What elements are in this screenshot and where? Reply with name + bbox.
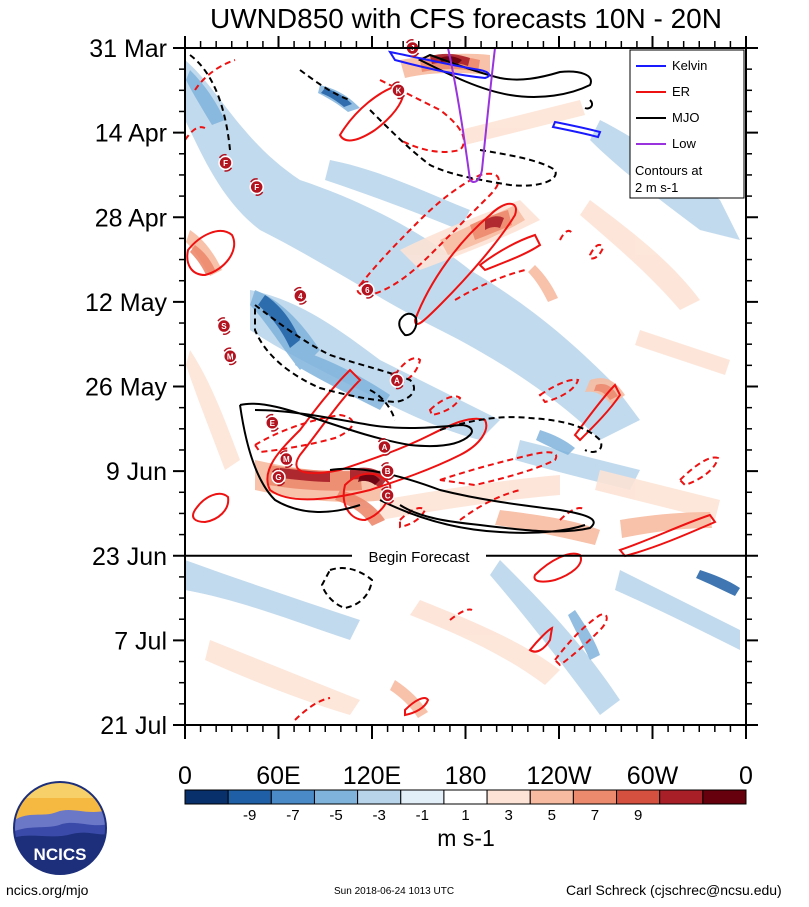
legend-item-label: Kelvin [672,58,707,73]
y-tick-label: 21 Jul [100,712,167,740]
storm-marker-label: 4 [298,292,303,301]
colorbar-label: -3 [373,807,386,824]
forecast-label: Begin Forecast [369,549,471,566]
x-tick-label: 120E [343,762,401,790]
storm-marker-label: M [227,352,234,361]
legend-item-label: ER [672,84,690,99]
x-tick-label: 0 [178,762,192,790]
legend-note-line1: Contours at [635,163,703,178]
x-tick-label: 120W [526,762,592,790]
colorbar-segment [486,789,531,805]
storm-marker-label: S [221,322,227,331]
footer-author: Carl Schreck (cjschrec@ncsu.edu) [566,882,782,898]
y-tick-label: 14 Apr [95,120,167,148]
storm-marker-label: G [275,473,281,482]
footer-site: ncics.org/mjo [6,882,89,898]
colorbar-label: 1 [461,807,469,824]
colorbar-segment [659,789,704,805]
storm-marker-label: M [283,455,290,464]
colorbar-unit: m s-1 [437,825,495,851]
legend-item-label: MJO [672,110,699,125]
colorbar-segment [400,789,445,805]
y-tick-label: 9 Jun [106,458,167,486]
colorbar-segment [184,789,229,805]
storm-marker: M [279,450,294,468]
storm-marker-label: 6 [365,286,370,295]
legend-item-label: Low [672,136,696,151]
storm-marker-label: F [254,183,259,192]
x-tick-label: 60W [627,762,679,790]
y-tick-label: 7 Jul [114,627,167,655]
y-tick-label: 26 May [85,374,167,402]
footer-timestamp: Sun 2018-06-24 1013 UTC [334,886,455,897]
x-tick-label: 60E [256,762,300,790]
y-tick-label: 31 Mar [89,35,167,63]
storm-marker-label: B [385,467,391,476]
x-axis: 0 60E 120E 180 120W 60W 0 [178,36,753,790]
colorbar-segment [227,789,272,805]
y-tick-label: 23 Jun [92,543,167,571]
y-axis: 31 Mar 14 Apr 28 Apr 12 May 26 May 9 Jun 23 Ju… [85,35,758,740]
colorbar-label: 5 [548,807,556,824]
storm-marker-label: A [382,443,388,452]
colorbar-label: 3 [504,807,512,824]
colorbar-segment [616,789,661,805]
storm-marker: A [389,371,405,390]
chart-title: UWND850 with CFS forecasts 10N - 20N [210,3,722,34]
ncics-logo: NCICS [13,781,107,875]
colorbar-label: -9 [243,807,256,824]
colorbar-label: 7 [591,807,599,824]
storm-marker-label: K [396,86,402,95]
legend-box [629,49,745,199]
storm-marker: F [249,178,264,196]
storm-marker: E [265,413,280,432]
colorbar-segment [270,789,315,805]
colorbar-label: -5 [329,807,342,824]
storm-marker-label: E [270,419,276,428]
storm-marker: K [391,81,406,100]
y-tick-label: 28 Apr [95,204,167,232]
colorbar-segment [702,789,747,805]
colorbar-label: -1 [416,807,429,824]
storm-marker: G [271,468,286,487]
wave-contours [185,48,720,721]
storm-marker: B [380,462,395,481]
colorbar-segment [357,789,402,805]
storm-marker: C [380,486,395,505]
x-tick-label: 180 [445,762,487,790]
storm-marker: A [377,438,392,456]
y-tick-label: 12 May [85,289,167,317]
storm-marker-label: C [385,491,391,500]
storm-marker: 4 [293,286,308,305]
colorbar: -9 -7 -5 -3 -1 1 3 5 7 9 [184,789,747,824]
storm-marker-label: F [223,159,228,168]
legend: Kelvin ER MJO Low Contours at 2 m s-1 [629,49,745,199]
colorbar-segment [529,789,574,805]
x-tick-label: 0 [739,762,753,790]
storm-marker: 6 [360,280,375,299]
colorbar-label: -7 [286,807,299,824]
colorbar-label: 9 [634,807,642,824]
colorbar-segment [313,789,359,805]
storm-marker-label: A [394,376,400,385]
logo-text: NCICS [34,845,87,864]
colorbar-segment [572,789,618,805]
forecast-label-background [352,546,486,565]
legend-note-line2: 2 m s-1 [635,180,678,195]
storm-marker: S [216,317,232,335]
storm-marker: M [222,347,238,366]
colorbar-segment [443,789,488,805]
storm-marker: F [218,153,233,172]
